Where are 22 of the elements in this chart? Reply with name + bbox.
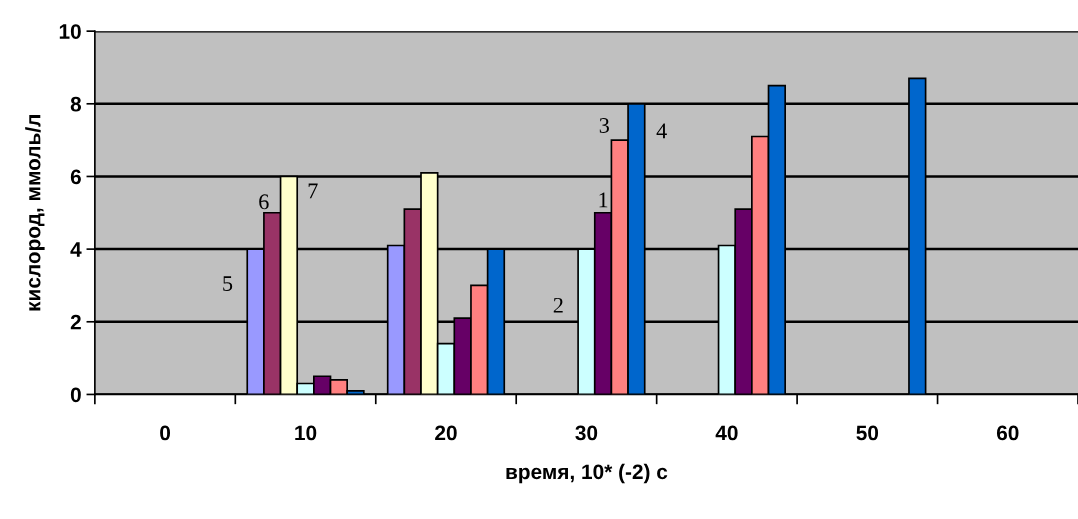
series-label: 1 — [599, 192, 608, 208]
series-label: 3 — [599, 118, 609, 133]
x-tick-label: 30 — [575, 425, 598, 441]
series-label: 2 — [553, 297, 563, 313]
y-tick-label: 0 — [70, 387, 81, 403]
y-tick-label: 10 — [59, 24, 81, 39]
series-label: 7 — [308, 183, 318, 199]
series-label: 6 — [259, 194, 269, 210]
y-tick-label: 8 — [70, 96, 82, 112]
x-tick-label: 40 — [715, 425, 738, 441]
y-tick-label: 4 — [70, 242, 82, 257]
y-tick-label: 6 — [70, 169, 81, 185]
series-label: 5 — [223, 276, 233, 292]
series-label: 4 — [656, 123, 667, 139]
x-tick-label: 20 — [435, 425, 457, 441]
x-tick-label: 0 — [160, 425, 171, 441]
x-tick-label: 50 — [856, 425, 879, 441]
x-tick-label: 10 — [295, 425, 317, 441]
y-axis-title: кислород, ммоль/л — [25, 115, 45, 311]
x-tick-label: 60 — [996, 425, 1019, 441]
x-axis-title: время, 10* (-2) с — [506, 463, 668, 484]
y-tick-label: 2 — [70, 314, 81, 330]
